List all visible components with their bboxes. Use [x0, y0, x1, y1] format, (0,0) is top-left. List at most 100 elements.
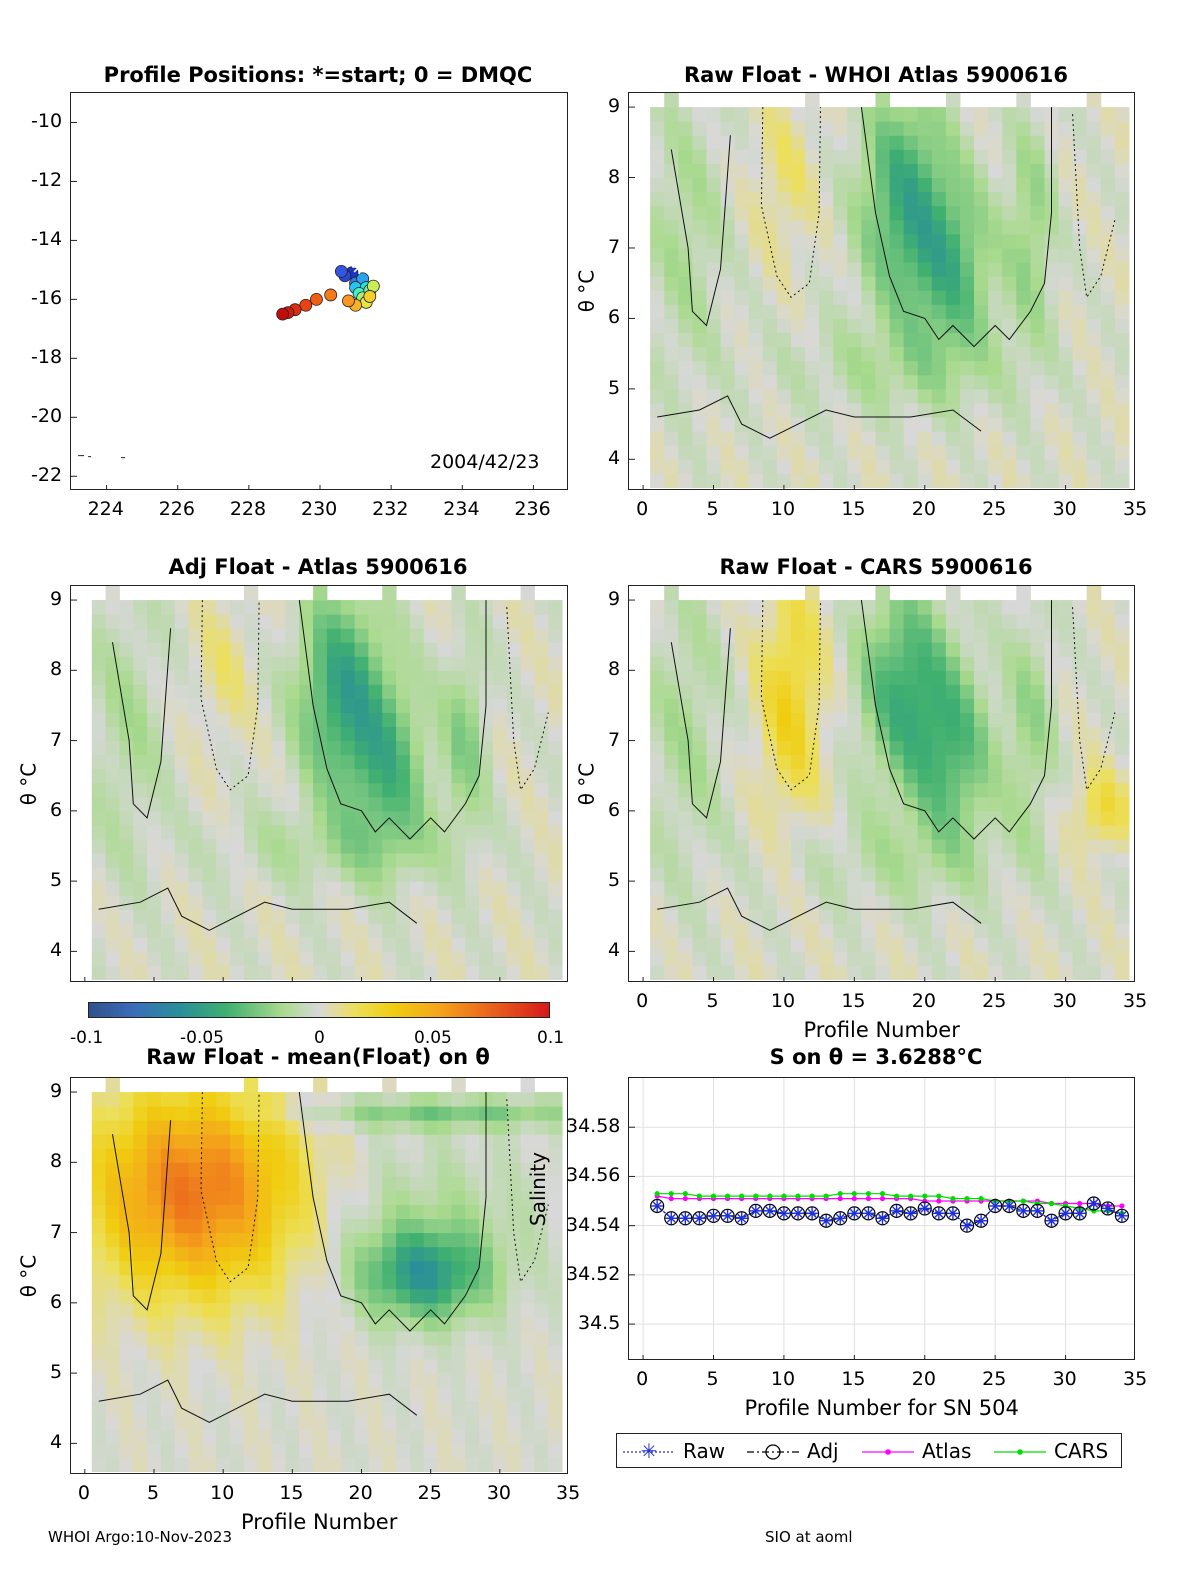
cell [382, 1218, 397, 1234]
cell [1044, 360, 1060, 376]
cell [875, 586, 891, 601]
cell [1058, 712, 1074, 728]
cell [678, 318, 693, 334]
series-line-raw [656, 1202, 1123, 1227]
cell [492, 1387, 508, 1402]
cell [105, 642, 120, 657]
cell [945, 838, 961, 854]
cell [299, 1260, 314, 1276]
cell [354, 1106, 369, 1121]
cell [819, 867, 834, 882]
cell [748, 459, 764, 474]
cell [974, 290, 989, 305]
cell [805, 459, 820, 474]
cell [174, 782, 190, 798]
cell [174, 1190, 190, 1205]
contour-e [657, 395, 982, 439]
cell [119, 1345, 134, 1360]
cell [1100, 304, 1116, 319]
cell [1114, 360, 1130, 376]
cell [133, 1148, 148, 1163]
cell [354, 1302, 369, 1318]
cell [174, 1148, 190, 1163]
cell [202, 1176, 217, 1191]
cell [889, 726, 905, 742]
cell [1016, 684, 1031, 699]
cell [465, 754, 480, 770]
cell [174, 1176, 190, 1191]
cell [805, 586, 820, 601]
cell [230, 1316, 245, 1332]
cell [650, 149, 665, 164]
cell [174, 656, 190, 671]
position-point-17 [299, 298, 313, 312]
cell [875, 965, 891, 980]
cell [133, 1274, 148, 1290]
cell [1016, 233, 1031, 249]
cell [313, 881, 328, 896]
cell [160, 951, 176, 966]
cell [354, 796, 369, 812]
cell [1030, 262, 1045, 277]
cell [720, 684, 736, 699]
series-line-cars [657, 1193, 1123, 1214]
cell [299, 1218, 314, 1234]
cell [1016, 459, 1031, 474]
cell [285, 600, 300, 615]
cell [1100, 107, 1116, 122]
cell [105, 1078, 120, 1093]
cell [917, 163, 933, 179]
cell [875, 768, 891, 784]
cell [91, 1232, 107, 1248]
cell [506, 1288, 522, 1304]
cell [91, 1106, 107, 1121]
point-raw-28 [1045, 1214, 1058, 1227]
cell [790, 205, 806, 221]
cell [299, 726, 314, 742]
cell [945, 867, 961, 882]
raw-cars-xtick-4: 20 [911, 990, 936, 1012]
cell [133, 1345, 148, 1360]
cell [805, 149, 820, 164]
cell [903, 895, 919, 910]
cell [748, 965, 764, 980]
cell [1072, 262, 1088, 277]
cell [1100, 445, 1116, 460]
cell [974, 867, 989, 882]
cell [917, 374, 933, 390]
cell [664, 937, 679, 952]
cell [188, 867, 203, 882]
raw-mean-xtick-3: 15 [279, 1482, 304, 1504]
position-point-16 [310, 292, 323, 306]
cell [889, 628, 905, 643]
cell [271, 1302, 286, 1318]
cell [548, 1316, 563, 1332]
cell [423, 1457, 439, 1472]
cell [776, 318, 792, 334]
cell [492, 1373, 508, 1388]
cell [299, 1190, 314, 1205]
cell [1100, 965, 1116, 980]
cell [257, 1134, 273, 1149]
cell [875, 121, 891, 136]
point-raw-stroke-3 [737, 1213, 747, 1223]
cell [1030, 149, 1045, 164]
cell [720, 965, 736, 980]
salinity-xtick-6: 30 [1052, 1368, 1077, 1390]
cell [805, 684, 820, 699]
cell [354, 1260, 369, 1276]
cell [133, 768, 148, 784]
cell [833, 853, 848, 868]
cell [216, 895, 231, 910]
cell [720, 445, 736, 460]
cell [861, 290, 876, 305]
cell [720, 867, 736, 882]
cell [451, 1260, 466, 1276]
cell [492, 1260, 508, 1276]
cell [202, 796, 217, 812]
cell [650, 107, 665, 122]
cell [119, 1232, 134, 1248]
cell [382, 740, 397, 756]
cell [678, 276, 693, 291]
cell [147, 838, 162, 854]
